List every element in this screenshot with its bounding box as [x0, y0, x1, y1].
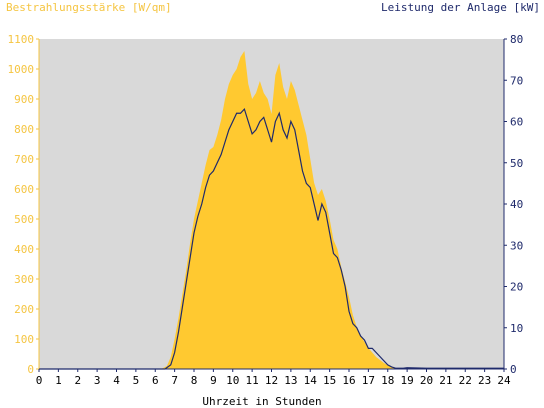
x-tick-label: 10: [226, 374, 239, 387]
x-tick-label: 0: [36, 374, 43, 387]
right-tick-label: 80: [510, 33, 523, 46]
x-tick-label: 2: [74, 374, 81, 387]
left-tick-label: 900: [14, 93, 34, 106]
x-tick-label: 11: [246, 374, 259, 387]
right-ticks: 0 10 20 30 40 50 60 70 80: [504, 33, 523, 376]
left-axis-title: Bestrahlungsstärke [W/qm]: [6, 1, 172, 14]
x-tick-label: 18: [381, 374, 394, 387]
x-tick-label: 21: [439, 374, 452, 387]
left-tick-label: 600: [14, 183, 34, 196]
x-tick-label: 15: [323, 374, 336, 387]
irradiance-area: [39, 51, 504, 369]
x-axis-title: Uhrzeit in Stunden: [202, 395, 321, 408]
right-tick-label: 40: [510, 198, 523, 211]
right-tick-label: 70: [510, 74, 523, 87]
x-tick-label: 8: [191, 374, 198, 387]
left-tick-label: 1000: [8, 63, 35, 76]
left-tick-label: 800: [14, 123, 34, 136]
right-axis-title: Leistung der Anlage [kW]: [381, 1, 540, 14]
x-tick-label: 9: [210, 374, 217, 387]
x-tick-label: 3: [94, 374, 101, 387]
left-tick-label: 500: [14, 213, 34, 226]
x-ticks: 0 1 2 3 4 5 6 7 8 9 10 11 12 13 14 15 16 17 18 19 20 21 22 23 24: [36, 369, 511, 387]
right-tick-label: 20: [510, 281, 523, 294]
x-tick-label: 24: [497, 374, 511, 387]
left-tick-label: 400: [14, 243, 34, 256]
x-tick-label: 13: [284, 374, 297, 387]
right-tick-label: 10: [510, 322, 523, 335]
x-tick-label: 1: [55, 374, 62, 387]
left-tick-label: 700: [14, 153, 34, 166]
x-tick-label: 16: [342, 374, 355, 387]
right-tick-label: 0: [510, 363, 517, 376]
x-tick-label: 7: [171, 374, 178, 387]
x-tick-label: 19: [401, 374, 414, 387]
right-tick-label: 30: [510, 239, 523, 252]
x-tick-label: 12: [265, 374, 278, 387]
x-tick-label: 20: [420, 374, 433, 387]
x-tick-label: 6: [152, 374, 159, 387]
x-tick-label: 5: [133, 374, 140, 387]
x-tick-label: 22: [459, 374, 472, 387]
right-tick-label: 60: [510, 116, 523, 129]
x-tick-label: 4: [113, 374, 120, 387]
left-tick-label: 1100: [8, 33, 35, 46]
x-tick-label: 14: [304, 374, 318, 387]
left-tick-label: 0: [27, 363, 34, 376]
left-ticks: 0 100 200 300 400 500 600 700 800 900 1000 1100: [8, 33, 39, 376]
left-tick-label: 100: [14, 333, 34, 346]
left-tick-label: 300: [14, 273, 34, 286]
power-line: [39, 107, 504, 370]
left-tick-label: 200: [14, 303, 34, 316]
x-tick-label: 23: [478, 374, 491, 387]
x-tick-label: 17: [362, 374, 375, 387]
right-tick-label: 50: [510, 157, 523, 170]
